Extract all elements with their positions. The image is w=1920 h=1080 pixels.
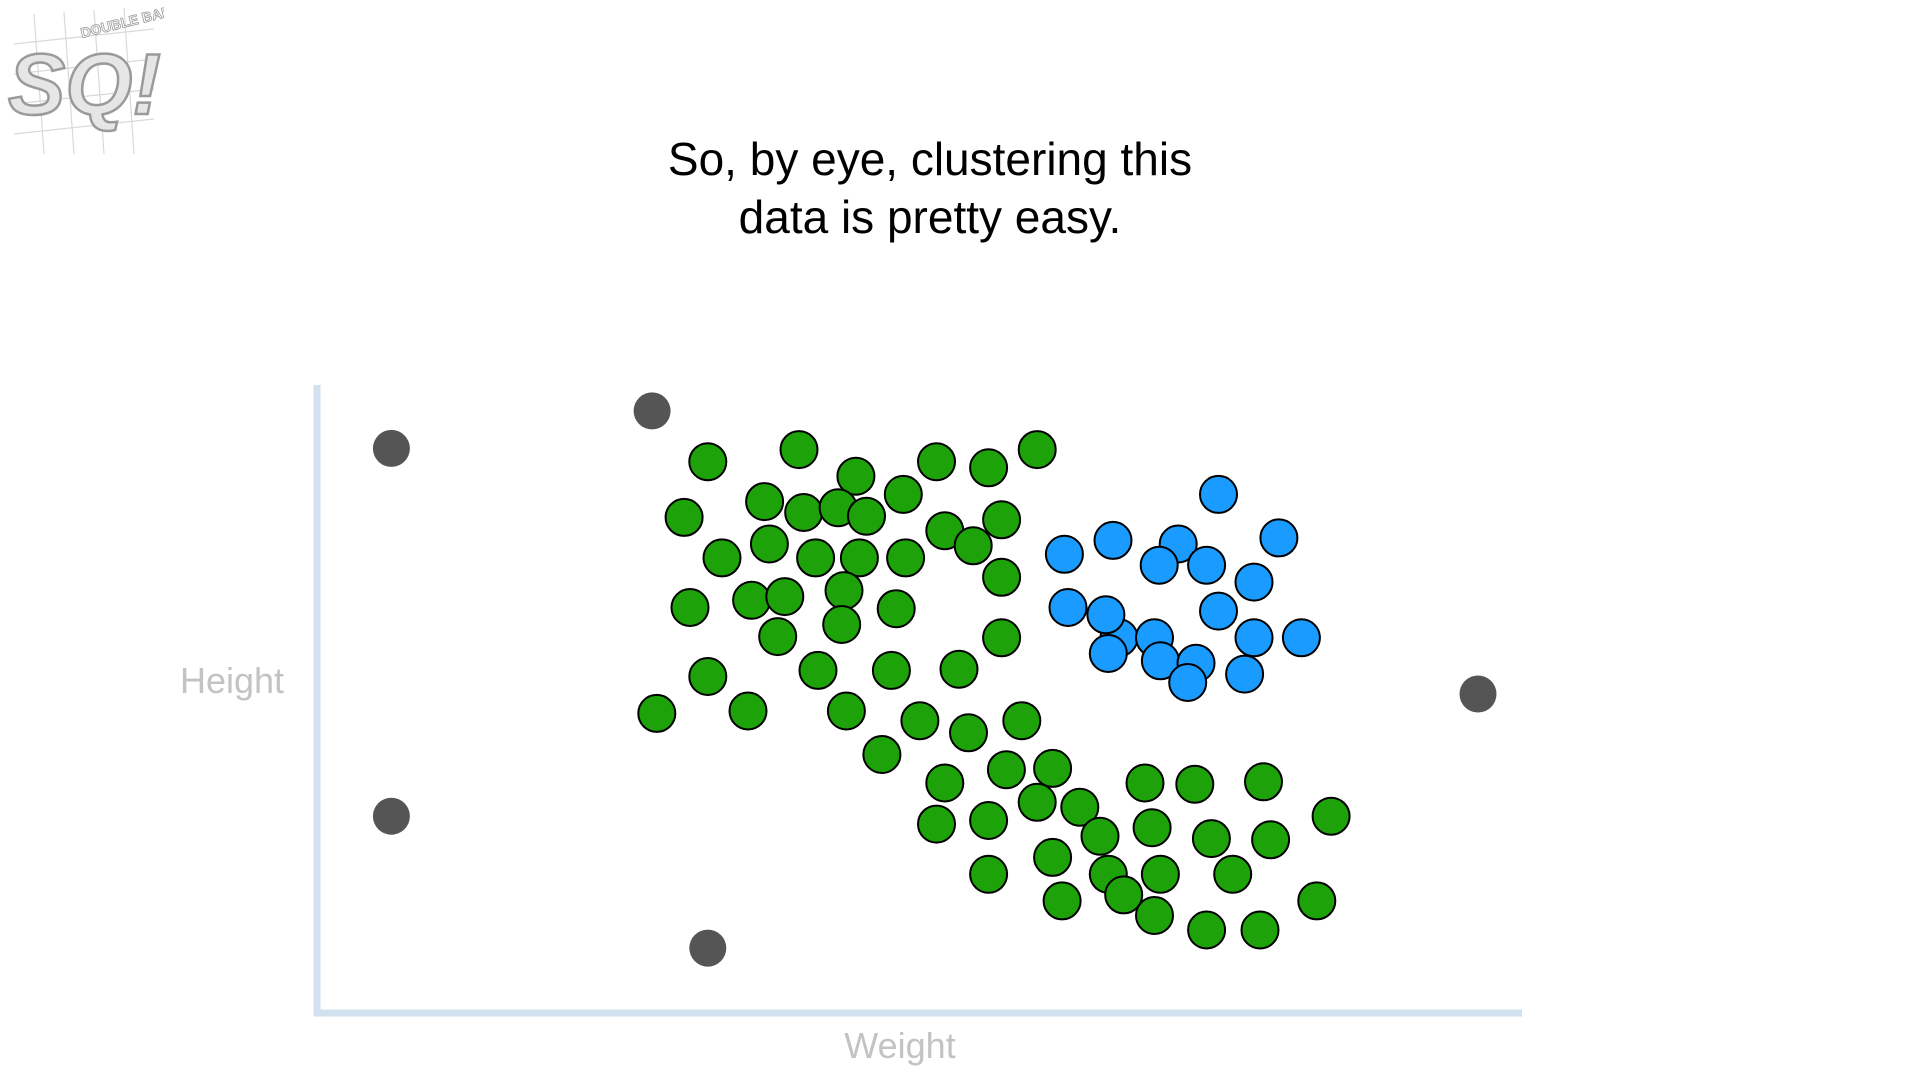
data-point-s0-54 <box>1311 796 1351 836</box>
data-point-s1-7 <box>1048 588 1088 627</box>
data-point-s0-58 <box>1140 854 1180 894</box>
data-point-s1-13 <box>1088 634 1128 673</box>
data-point-s0-13 <box>664 497 704 537</box>
data-point-s0-17 <box>839 538 879 578</box>
data-points <box>372 392 1497 967</box>
data-point-s2-4 <box>1459 675 1497 713</box>
data-point-s0-7 <box>784 493 824 532</box>
data-point-s0-12 <box>982 500 1022 540</box>
data-point-s1-10 <box>1199 591 1238 631</box>
data-point-s2-2 <box>633 392 671 430</box>
data-point-s0-14 <box>702 538 742 578</box>
data-point-s0-32 <box>688 657 728 696</box>
data-point-s0-6 <box>745 482 785 522</box>
data-point-s0-18 <box>886 538 926 578</box>
data-point-s0-20 <box>982 557 1022 597</box>
data-point-s0-51 <box>1132 808 1172 848</box>
data-point-s0-16 <box>796 538 836 578</box>
data-point-s0-9 <box>847 496 886 536</box>
data-point-s1-2 <box>1259 518 1299 558</box>
x-axis-label: Weight <box>844 1025 956 1066</box>
data-point-s0-24 <box>670 588 710 627</box>
data-point-s0-42 <box>1033 748 1073 788</box>
data-point-s0-38 <box>1002 701 1042 741</box>
data-point-s0-28 <box>982 618 1022 658</box>
data-point-s0-31 <box>939 649 979 689</box>
data-point-s0-56 <box>1033 837 1073 877</box>
statquest-logo: SQ! DOUBLE BAM!!! <box>7 4 164 155</box>
data-point-s0-27 <box>876 589 916 629</box>
data-point-s0-22 <box>765 577 805 617</box>
data-point-s2-1 <box>372 797 410 835</box>
data-point-s0-37 <box>949 713 988 753</box>
data-point-s0-23 <box>824 571 864 611</box>
data-point-s0-21 <box>732 580 772 620</box>
data-point-s0-0 <box>688 442 728 482</box>
data-point-s0-1 <box>779 430 819 470</box>
data-point-s0-26 <box>822 605 862 644</box>
data-point-s0-5 <box>1017 430 1057 470</box>
data-point-s0-40 <box>925 763 965 803</box>
data-point-s1-4 <box>1139 545 1179 585</box>
data-point-s0-60 <box>1042 881 1082 921</box>
data-point-s1-18 <box>1086 595 1126 635</box>
data-point-s1-11 <box>1234 618 1274 658</box>
data-point-s0-47 <box>1080 816 1120 856</box>
data-point-s1-16 <box>1225 654 1265 694</box>
data-point-s1-19 <box>1044 534 1084 574</box>
data-point-s0-33 <box>637 693 677 733</box>
caption-line-2: data is pretty easy. <box>738 191 1122 243</box>
data-point-s0-4 <box>969 448 1009 488</box>
logo-mark-text: SQ! <box>8 37 161 133</box>
data-point-s0-41 <box>986 750 1026 790</box>
data-point-s0-34 <box>728 691 768 731</box>
data-point-s0-45 <box>1017 782 1057 822</box>
data-point-s0-29 <box>798 650 838 690</box>
data-point-s0-36 <box>900 701 940 741</box>
caption-line-1: So, by eye, clustering this <box>667 133 1193 185</box>
data-point-s0-46 <box>1060 787 1100 827</box>
data-point-s2-0 <box>372 429 410 467</box>
data-point-s0-63 <box>1187 910 1227 950</box>
data-point-s1-17 <box>1168 663 1208 702</box>
data-point-s0-15 <box>749 524 789 564</box>
data-point-s0-52 <box>1191 819 1231 859</box>
data-point-s0-48 <box>1125 763 1165 803</box>
data-point-s0-53 <box>1251 820 1291 860</box>
data-point-s0-44 <box>969 801 1009 840</box>
data-point-s0-62 <box>1135 896 1174 935</box>
data-point-s0-49 <box>1175 764 1215 804</box>
data-point-s0-65 <box>1297 881 1337 921</box>
data-point-s0-3 <box>917 442 956 482</box>
data-point-s0-55 <box>969 854 1009 894</box>
slide-caption: So, by eye, clustering this data is pret… <box>0 130 1860 246</box>
data-point-s0-50 <box>1244 762 1283 802</box>
data-point-s1-5 <box>1187 545 1227 585</box>
data-point-s1-0 <box>1199 474 1238 514</box>
data-point-s0-30 <box>871 650 911 690</box>
data-point-s0-64 <box>1240 910 1280 950</box>
data-point-s0-19 <box>953 526 993 566</box>
data-point-s0-61 <box>1104 875 1144 915</box>
logo-grid-icon <box>13 7 155 155</box>
data-point-s2-3 <box>689 929 727 967</box>
data-point-s1-6 <box>1234 562 1274 602</box>
y-axis-label: Height <box>180 660 285 701</box>
data-point-s1-12 <box>1281 618 1321 658</box>
data-point-s0-43 <box>917 804 956 844</box>
data-point-s0-59 <box>1213 854 1253 894</box>
data-point-s0-10 <box>883 474 923 514</box>
data-point-s1-3 <box>1093 520 1133 560</box>
data-point-s0-35 <box>826 691 866 731</box>
data-point-s0-2 <box>836 456 876 496</box>
data-point-s0-25 <box>758 617 798 657</box>
data-point-s0-39 <box>862 735 902 774</box>
